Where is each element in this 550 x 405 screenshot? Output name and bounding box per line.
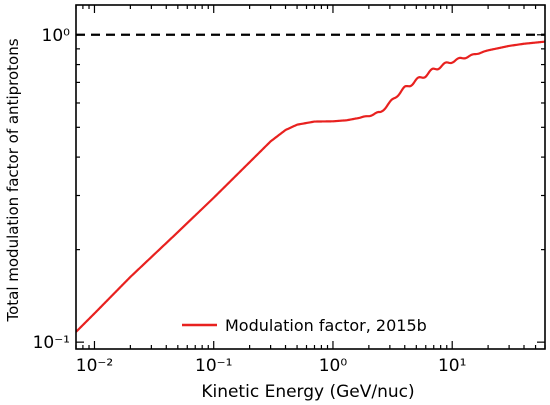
legend-label: Modulation factor, 2015b bbox=[225, 316, 427, 335]
series-line-0 bbox=[76, 40, 545, 333]
y-axis-label: Total modulation factor of antiprotons bbox=[4, 38, 22, 322]
x-tick-label: 10⁻¹ bbox=[195, 356, 232, 376]
x-axis-label: Kinetic Energy (GeV/nuc) bbox=[201, 382, 414, 402]
y-tick-label: 10⁻¹ bbox=[33, 333, 70, 353]
x-tick-label: 10⁻² bbox=[76, 356, 113, 376]
x-tick-label: 10¹ bbox=[438, 356, 466, 376]
y-tick-label: 10⁰ bbox=[42, 26, 71, 46]
x-tick-label: 10⁰ bbox=[319, 356, 348, 376]
plot-frame bbox=[75, 4, 546, 350]
